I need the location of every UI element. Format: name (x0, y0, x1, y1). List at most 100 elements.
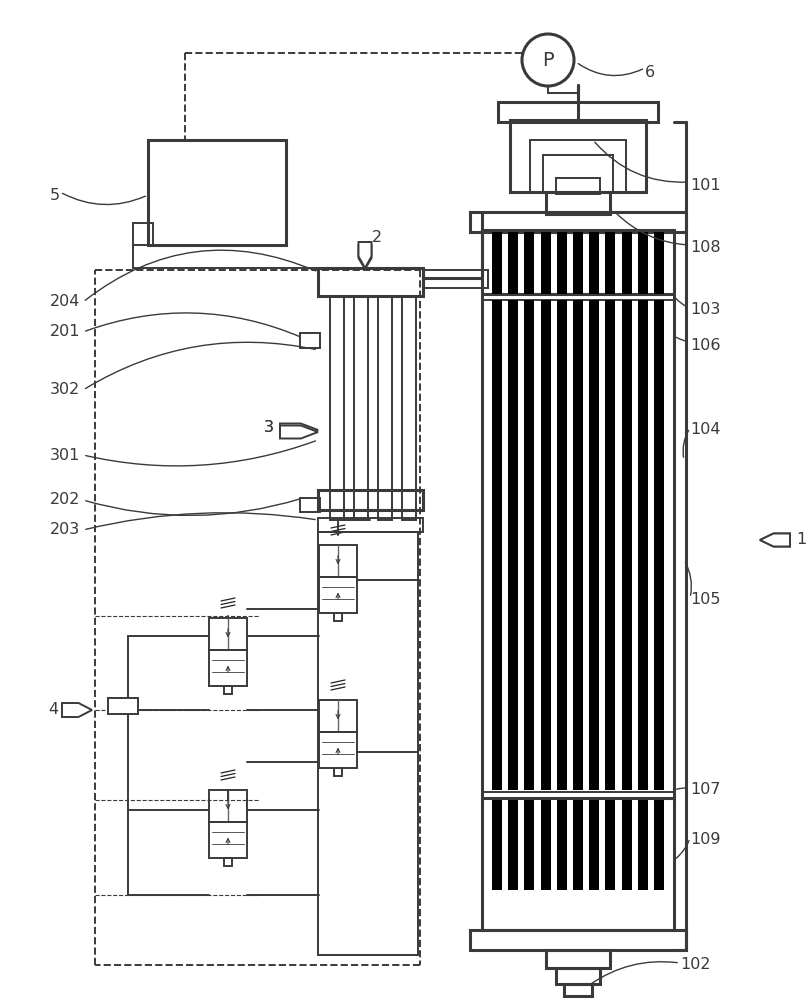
Bar (540, 300, 550, 790)
Bar (545, 192, 609, 214)
Bar (319, 577, 357, 613)
Bar (470, 212, 685, 232)
Text: 202: 202 (50, 492, 80, 508)
Text: 103: 103 (689, 302, 719, 318)
Bar (653, 232, 663, 294)
Bar (319, 700, 357, 732)
Bar (540, 800, 550, 890)
Bar (530, 140, 625, 192)
Text: 302: 302 (50, 382, 80, 397)
Bar (378, 296, 392, 520)
Bar (556, 178, 599, 194)
Text: 6: 6 (644, 65, 654, 80)
Bar (497, 102, 657, 122)
Bar (482, 230, 673, 930)
Bar (573, 300, 582, 790)
Bar (208, 618, 247, 650)
Bar (401, 296, 415, 520)
Bar (605, 800, 615, 890)
Bar (637, 232, 647, 294)
Bar (354, 296, 367, 520)
Text: 5: 5 (50, 188, 60, 203)
Bar (653, 800, 663, 890)
Bar (524, 800, 534, 890)
Bar (329, 296, 344, 520)
FancyArrow shape (358, 242, 371, 268)
Bar (491, 300, 501, 790)
Bar (545, 950, 609, 968)
Bar (319, 732, 357, 768)
Bar (524, 232, 534, 294)
Text: 2: 2 (371, 231, 382, 245)
Bar (108, 698, 138, 714)
FancyArrow shape (62, 703, 92, 717)
Bar (605, 300, 615, 790)
Text: 203: 203 (50, 522, 80, 538)
Bar (299, 498, 320, 512)
Bar (589, 232, 599, 294)
Bar (491, 232, 501, 294)
Bar (621, 232, 631, 294)
Text: 101: 101 (689, 178, 719, 193)
Text: 4: 4 (48, 702, 58, 717)
Bar (573, 232, 582, 294)
Bar (573, 800, 582, 890)
Bar (333, 613, 341, 621)
Bar (621, 300, 631, 790)
Text: 106: 106 (689, 338, 719, 353)
Bar (423, 270, 487, 288)
Text: 102: 102 (679, 957, 710, 972)
Bar (540, 232, 550, 294)
Bar (605, 232, 615, 294)
Text: 3: 3 (264, 420, 273, 436)
Bar (470, 930, 685, 950)
Bar (208, 822, 247, 858)
Bar (556, 300, 566, 790)
Bar (589, 300, 599, 790)
Bar (333, 768, 341, 776)
Text: 201: 201 (50, 324, 80, 340)
Text: 104: 104 (689, 422, 719, 438)
Bar (637, 800, 647, 890)
Bar (524, 300, 534, 790)
Bar (133, 223, 152, 245)
Text: 3: 3 (264, 420, 273, 436)
Text: 109: 109 (689, 832, 719, 847)
Bar (208, 650, 247, 686)
FancyArrow shape (759, 534, 789, 546)
Bar (319, 545, 357, 577)
Bar (148, 140, 285, 245)
Bar (318, 268, 423, 296)
Bar (508, 232, 517, 294)
Text: 105: 105 (689, 592, 719, 607)
FancyArrow shape (280, 424, 318, 436)
Bar (564, 984, 591, 996)
Bar (509, 120, 646, 192)
Bar (556, 800, 566, 890)
Text: P: P (542, 51, 553, 70)
Bar (224, 858, 232, 866)
Text: 108: 108 (689, 240, 719, 255)
Bar (621, 800, 631, 890)
Bar (653, 300, 663, 790)
Bar (299, 333, 320, 348)
Text: 1: 1 (795, 532, 805, 548)
Text: 204: 204 (50, 294, 80, 310)
Text: 107: 107 (689, 782, 719, 797)
Bar (318, 490, 423, 510)
FancyArrow shape (280, 426, 318, 438)
Bar (208, 790, 247, 822)
Bar (556, 232, 566, 294)
Bar (556, 968, 599, 984)
FancyArrow shape (358, 245, 371, 269)
Text: 301: 301 (50, 448, 80, 462)
Bar (508, 300, 517, 790)
FancyArrow shape (759, 534, 789, 546)
Bar (224, 686, 232, 694)
Bar (318, 518, 423, 532)
Bar (637, 300, 647, 790)
Bar (589, 800, 599, 890)
Bar (491, 800, 501, 890)
Bar (543, 155, 612, 192)
Bar (508, 800, 517, 890)
